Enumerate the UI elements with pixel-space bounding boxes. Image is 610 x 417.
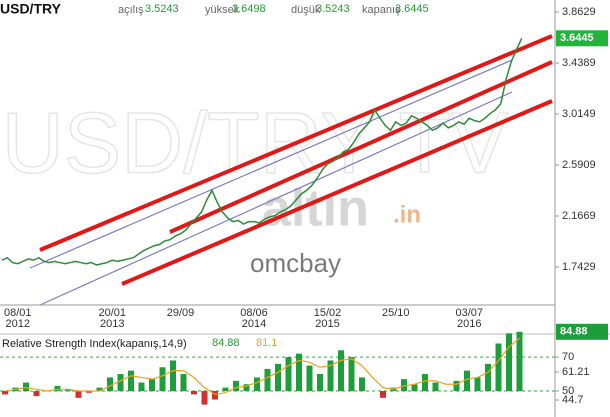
y-tick-label: 2.5909 xyxy=(562,159,596,171)
rsi-bar xyxy=(191,391,197,395)
price-tag-label: 3.6445 xyxy=(560,32,594,44)
ohlc-value: 3.6445 xyxy=(395,3,429,15)
channel-line xyxy=(39,34,553,252)
rsi-bar xyxy=(338,350,344,392)
y-tick-label: 70 xyxy=(562,351,574,363)
rsi-bar xyxy=(317,374,323,392)
rsi-bar xyxy=(275,363,281,392)
x-tick-label: 15/02 2015 xyxy=(313,307,342,330)
ohlc-label: düşük xyxy=(291,4,321,16)
rsi-signal-value: 81.1 xyxy=(256,337,277,349)
ohlc-value: 3.5243 xyxy=(145,3,179,15)
rsi-bar xyxy=(453,380,460,392)
ohlc-label: açılış xyxy=(118,4,144,16)
rsi-bar xyxy=(422,374,428,392)
rsi-bar xyxy=(254,377,260,392)
y-tick-label: 1.7429 xyxy=(562,261,596,273)
watermark-brand-suffix: .in xyxy=(393,201,421,228)
price-tag xyxy=(556,30,608,47)
rsi-bar xyxy=(506,333,512,392)
rsi-bar xyxy=(65,389,71,392)
rsi-bar xyxy=(75,391,82,398)
channel-line xyxy=(121,99,553,286)
rsi-bar xyxy=(516,331,523,392)
rsi-bar xyxy=(149,379,155,392)
trend-lines xyxy=(29,59,513,306)
rsi-bar xyxy=(306,365,313,392)
symbol: USD/TRY xyxy=(0,1,62,17)
rsi-bar xyxy=(96,387,103,392)
rsi-bar xyxy=(296,353,302,392)
trend-line xyxy=(39,91,513,306)
rsi-bar xyxy=(285,357,292,392)
x-tick-label: 29/09 xyxy=(166,307,195,319)
trend-line xyxy=(29,59,513,269)
rsi-signal-line xyxy=(4,337,520,396)
price-line xyxy=(1,37,523,266)
rsi-bar xyxy=(474,377,481,392)
rsi-bar xyxy=(212,391,218,400)
watermark-author: omcbay xyxy=(250,248,341,278)
rsi-bar xyxy=(233,380,239,392)
x-tick-label: 20/01 2013 xyxy=(98,307,127,330)
rsi-bar xyxy=(359,377,365,392)
rsi-bar xyxy=(401,379,407,392)
watermark-ticker: USD/TRY TV xyxy=(2,96,509,192)
rsi-bar xyxy=(23,382,29,392)
rsi-bar xyxy=(117,374,124,392)
rsi-bar xyxy=(495,343,502,392)
x-tick-label: 03/07 2016 xyxy=(455,307,484,330)
rsi-bar xyxy=(243,384,250,392)
y-tick-label: 50 xyxy=(562,385,574,397)
ohlc-label: kapanış xyxy=(362,4,401,16)
rsi-bar xyxy=(170,360,176,392)
channel-line xyxy=(169,60,553,234)
rsi-tag xyxy=(556,323,608,340)
ohlc-value: 3.6498 xyxy=(232,3,266,15)
rsi-bar xyxy=(86,391,92,393)
rsi-bar xyxy=(128,370,134,392)
rsi-title: Relative Strength Index(kapanış,14,9) xyxy=(2,338,187,350)
rsi-bar xyxy=(380,391,386,398)
rsi-bar xyxy=(264,368,271,392)
rsi-bar xyxy=(485,363,491,392)
channel-lines xyxy=(39,34,553,286)
rsi-bar xyxy=(464,370,470,392)
rsi-bar xyxy=(327,360,334,392)
y-tick-label: 3.0149 xyxy=(562,108,596,120)
y-tick-label: 61.21 xyxy=(562,366,590,378)
ohlc-value: 3.5243 xyxy=(316,3,350,15)
rsi-bar xyxy=(33,391,40,397)
y-tick-label: 3.4389 xyxy=(562,57,596,69)
x-tick-label: 08/06 2014 xyxy=(240,307,268,330)
y-tick-label: 2.1669 xyxy=(562,210,596,222)
rsi-bar xyxy=(432,382,439,392)
ohlc-label: yüksek xyxy=(205,4,240,16)
rsi-bar xyxy=(2,391,8,395)
rsi-bar xyxy=(201,391,208,405)
rsi-bar xyxy=(54,385,61,392)
rsi-tag-label: 84.88 xyxy=(560,326,588,338)
x-tick-label: 08/01 2012 xyxy=(3,307,32,330)
rsi-value: 84.88 xyxy=(212,337,240,349)
rsi-bar xyxy=(222,387,229,392)
rsi-bar xyxy=(159,367,166,392)
rsi-bar xyxy=(411,384,418,392)
watermark-brand: altın xyxy=(262,180,369,238)
rsi-bar xyxy=(348,357,355,392)
y-tick-label: 44.7 xyxy=(562,394,583,406)
rsi-bar xyxy=(180,374,187,392)
y-tick-label: 3.8629 xyxy=(562,6,596,18)
rsi-bar xyxy=(107,377,113,392)
rsi-bar xyxy=(138,382,145,392)
x-tick-label: 25/10 xyxy=(381,307,410,319)
